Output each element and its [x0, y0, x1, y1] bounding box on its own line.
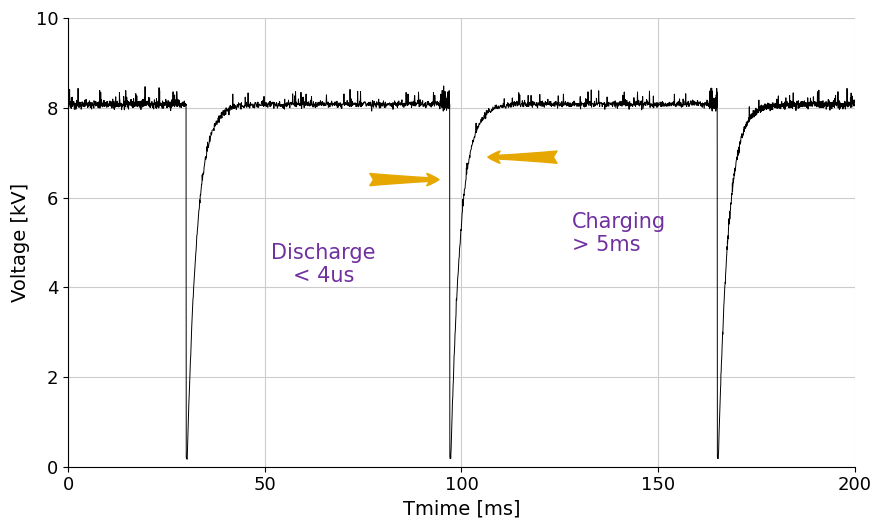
Text: Charging
> 5ms: Charging > 5ms [571, 212, 666, 255]
Text: Discharge
< 4us: Discharge < 4us [271, 243, 376, 286]
X-axis label: Tmime [ms]: Tmime [ms] [403, 500, 520, 519]
Y-axis label: Voltage [kV]: Voltage [kV] [11, 183, 30, 302]
